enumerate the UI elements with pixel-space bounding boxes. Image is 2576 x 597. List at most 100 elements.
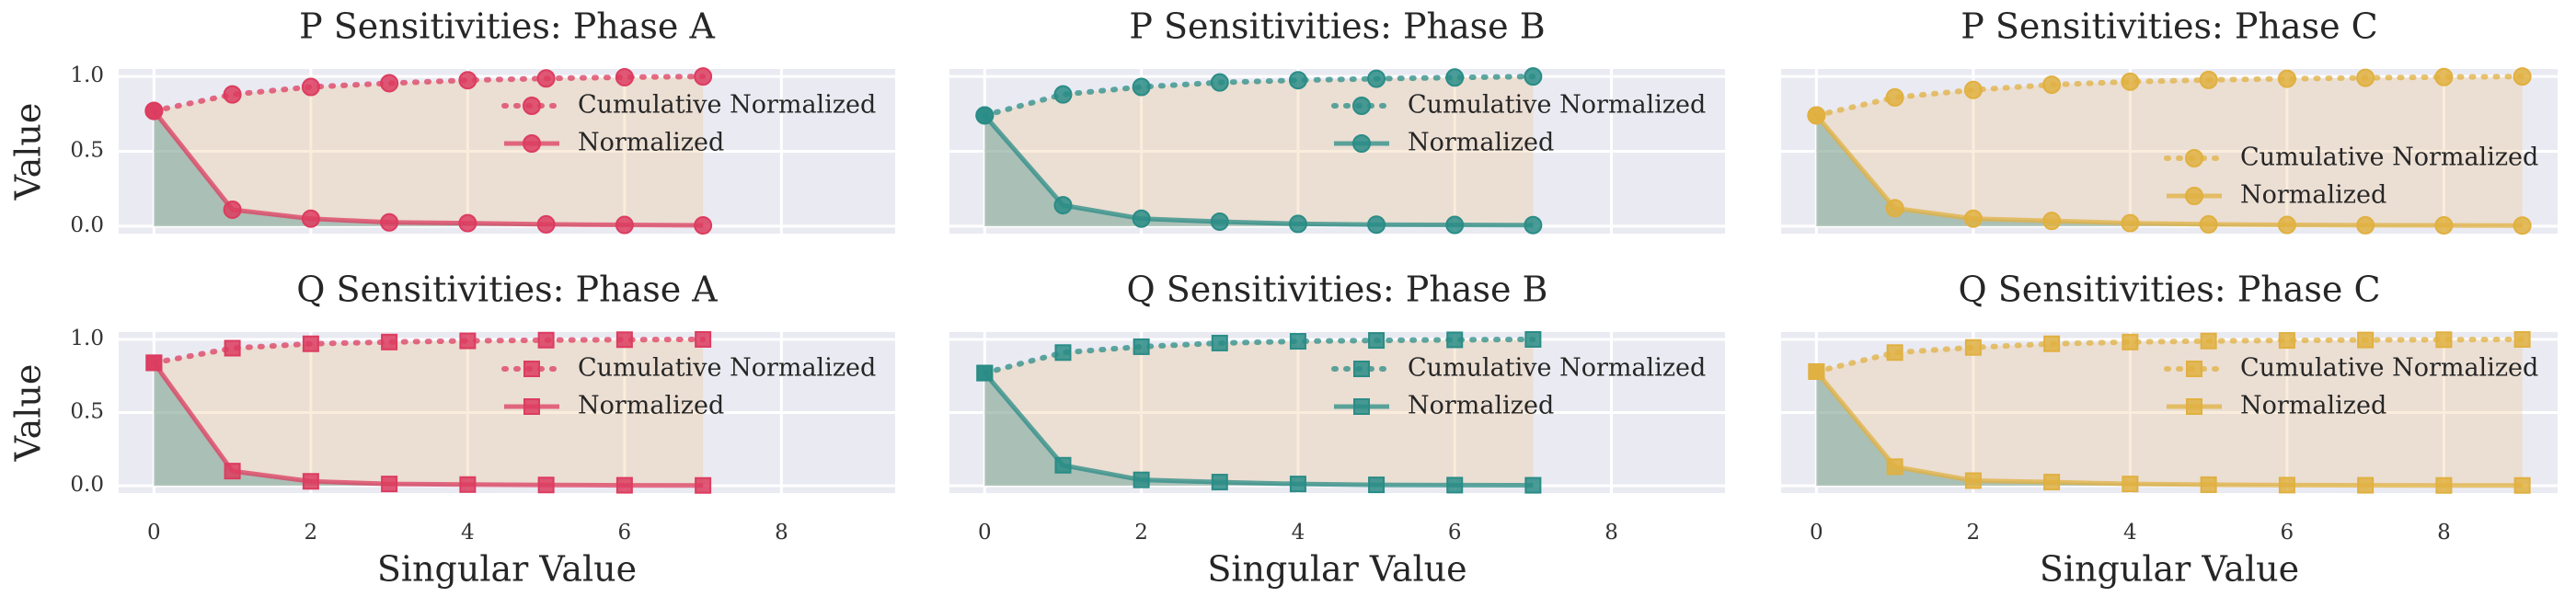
- area: [1816, 339, 2523, 487]
- legend-label: Cumulative Normalized: [578, 91, 876, 120]
- plot: [949, 67, 1725, 235]
- legend-label: Cumulative Normalized: [2240, 354, 2538, 383]
- marker: [1964, 339, 1982, 356]
- marker: [1367, 215, 1386, 235]
- y-tick-label: 1.0: [70, 327, 104, 350]
- legend-label: Normalized: [2240, 392, 2386, 420]
- marker: [2186, 361, 2202, 377]
- marker: [1289, 476, 1306, 493]
- area: [984, 373, 1534, 487]
- y-axis-label: Value: [8, 364, 49, 463]
- marker: [1353, 398, 1370, 415]
- marker: [523, 97, 541, 115]
- marker: [694, 216, 713, 235]
- y-tick-label: 0.5: [70, 400, 104, 424]
- y-axis-label: Value: [8, 103, 49, 201]
- marker: [223, 200, 242, 219]
- marker: [536, 214, 556, 234]
- series-line: [982, 74, 1536, 119]
- chart-title: Q Sensitivities: Phase C: [1958, 270, 2380, 310]
- plot: [119, 67, 895, 235]
- marker: [2199, 214, 2218, 234]
- marker: [2121, 213, 2140, 233]
- chart-title: Q Sensitivities: Phase A: [296, 270, 718, 310]
- marker: [2121, 72, 2140, 91]
- chart-title: P Sensitivities: Phase C: [1961, 6, 2377, 47]
- marker: [1288, 214, 1307, 234]
- marker: [2122, 333, 2139, 350]
- series-line: [151, 336, 707, 366]
- legend-label: Normalized: [1408, 129, 1554, 157]
- marker: [1132, 77, 1151, 97]
- marker: [458, 71, 477, 90]
- x-tick-label: 8: [775, 521, 788, 545]
- marker: [1808, 362, 1825, 380]
- legend-label: Normalized: [578, 392, 724, 420]
- y-tick-label: 0.5: [70, 139, 104, 163]
- marker: [2042, 212, 2062, 231]
- marker: [2513, 67, 2532, 86]
- marker: [1353, 361, 1370, 377]
- marker: [223, 85, 242, 104]
- marker: [1964, 472, 1982, 489]
- x-tick-label: 0: [978, 521, 992, 545]
- marker: [1368, 332, 1386, 350]
- marker: [1053, 85, 1073, 104]
- marker: [695, 476, 712, 494]
- legend-label: Normalized: [578, 129, 724, 157]
- marker: [1445, 68, 1465, 87]
- marker: [976, 364, 994, 382]
- chart-title: Q Sensitivities: Phase B: [1127, 270, 1548, 310]
- marker: [1053, 196, 1073, 215]
- area: [1816, 76, 2523, 226]
- marker: [1352, 97, 1371, 115]
- marker: [1885, 199, 1904, 218]
- plot: [1781, 330, 2558, 494]
- plot: [1781, 67, 2558, 235]
- marker: [2356, 215, 2375, 235]
- marker: [615, 331, 633, 349]
- marker: [1963, 209, 1983, 228]
- marker: [523, 134, 541, 153]
- marker: [1368, 476, 1386, 494]
- marker: [1352, 134, 1371, 153]
- marker: [2185, 187, 2203, 205]
- marker: [458, 213, 477, 233]
- marker: [1524, 330, 1542, 348]
- marker: [537, 476, 555, 494]
- series-line: [983, 371, 1534, 488]
- area: [984, 76, 1534, 226]
- area: [154, 362, 704, 487]
- chart-title: P Sensitivities: Phase A: [299, 6, 715, 47]
- x-tick-label: 2: [1967, 521, 1981, 545]
- marker: [1132, 209, 1151, 228]
- marker: [695, 330, 712, 348]
- marker: [1289, 333, 1306, 350]
- marker: [2278, 332, 2295, 350]
- marker: [381, 476, 398, 493]
- marker: [1211, 334, 1228, 351]
- x-tick-label: 6: [1448, 521, 1462, 545]
- marker: [302, 335, 319, 352]
- marker: [615, 476, 633, 494]
- area: [154, 339, 704, 487]
- marker: [536, 69, 556, 88]
- marker: [2434, 216, 2454, 235]
- series-line: [983, 113, 1534, 228]
- marker: [1288, 71, 1307, 90]
- x-tick-label: 6: [2281, 521, 2294, 545]
- marker: [1886, 344, 1903, 362]
- series-line: [151, 74, 707, 114]
- marker: [1367, 69, 1386, 88]
- x-axis-label: Singular Value: [377, 549, 637, 590]
- marker: [1133, 338, 1150, 355]
- area: [1816, 115, 2523, 226]
- marker: [1524, 215, 1543, 235]
- area: [984, 339, 1534, 487]
- marker: [2122, 476, 2139, 493]
- legend-label: Cumulative Normalized: [1408, 354, 1706, 383]
- legend-label: Cumulative Normalized: [2240, 144, 2538, 172]
- marker: [2513, 216, 2532, 235]
- marker: [2434, 67, 2454, 86]
